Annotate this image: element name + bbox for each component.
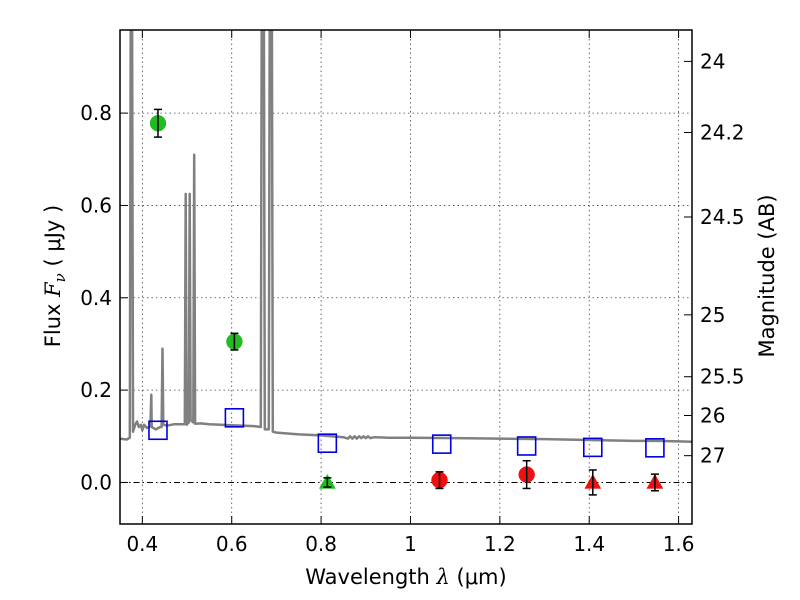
x-tick-label: 0.6 [216, 532, 248, 556]
x-tick-label: 1.4 [573, 532, 605, 556]
model-square-point [645, 438, 665, 458]
model-square-point [582, 437, 603, 458]
x-tick-labels: 0.4 0.6 0.8 1 1.2 1.4 1.6 [126, 532, 694, 556]
y2-tick-label: 24 [700, 49, 725, 73]
plot-area [120, 30, 692, 496]
model-square-point [148, 420, 168, 441]
model-square-point [516, 436, 537, 456]
axis-ticks [120, 30, 692, 524]
x-tick-label: 1 [404, 532, 417, 556]
y2-tick-label: 25.5 [700, 365, 745, 389]
upper-limits-red [584, 469, 664, 496]
y2-tick-label: 24.2 [700, 120, 745, 144]
y-tick-labels: 0.0 0.2 0.4 0.6 0.8 [80, 101, 112, 494]
y2-tick-label: 25 [700, 303, 725, 327]
upper-limits-green [318, 473, 336, 489]
x-tick-label: 1.2 [484, 532, 516, 556]
y-tick-label: 0.0 [80, 470, 112, 494]
y2-tick-labels: 24 24.2 24.5 25 25.5 26 27 [700, 49, 745, 467]
model-spectrum-line [120, 30, 692, 444]
detections-green [149, 108, 243, 351]
y-tick-label: 0.4 [80, 286, 112, 310]
y2-axis-label: Magnitude (AB) [755, 194, 779, 357]
x-tick-label: 1.6 [663, 532, 695, 556]
x-axis-label: Wavelength λ (μm) [305, 565, 506, 589]
model-photometry [148, 408, 665, 458]
model-square-point [431, 434, 452, 454]
detections-red [431, 459, 535, 490]
axes-frame [119, 29, 693, 525]
y-tick-label: 0.2 [80, 378, 112, 402]
grid-lines [120, 30, 692, 524]
y-tick-label: 0.6 [80, 193, 112, 217]
x-tick-label: 0.4 [126, 532, 158, 556]
x-tick-label: 0.8 [305, 532, 337, 556]
y2-tick-label: 24.5 [700, 205, 745, 229]
model-square-point [317, 433, 338, 454]
y-tick-label: 0.8 [80, 101, 112, 125]
y2-tick-label: 26 [700, 404, 725, 428]
model-square-point [224, 408, 245, 428]
y2-tick-label: 27 [700, 444, 725, 468]
y-axis-label: Flux Fν ( μJy ) [41, 205, 69, 347]
